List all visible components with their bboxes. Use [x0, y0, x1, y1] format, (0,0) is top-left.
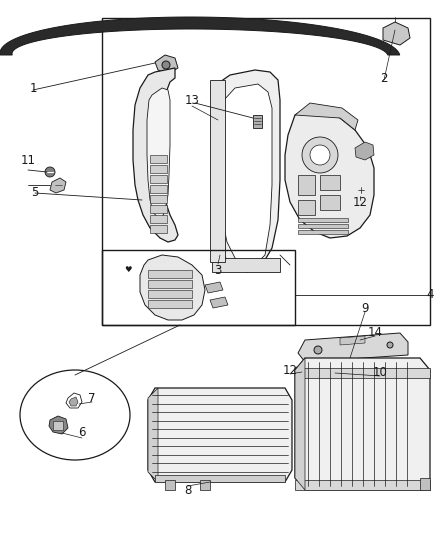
Polygon shape — [219, 84, 272, 266]
Polygon shape — [294, 358, 304, 490]
Polygon shape — [319, 175, 339, 190]
Polygon shape — [212, 258, 279, 272]
Polygon shape — [150, 215, 166, 223]
Text: 7: 7 — [88, 392, 95, 405]
Text: 1: 1 — [29, 82, 37, 94]
Circle shape — [301, 137, 337, 173]
Polygon shape — [0, 17, 399, 55]
Polygon shape — [333, 370, 345, 378]
Polygon shape — [148, 388, 158, 482]
Polygon shape — [338, 178, 351, 192]
Polygon shape — [205, 282, 223, 293]
Polygon shape — [297, 200, 314, 215]
Ellipse shape — [20, 370, 130, 460]
Polygon shape — [297, 230, 347, 234]
Polygon shape — [297, 333, 407, 362]
Polygon shape — [148, 280, 191, 288]
Polygon shape — [50, 178, 66, 193]
Polygon shape — [419, 478, 429, 490]
Polygon shape — [150, 155, 166, 163]
Polygon shape — [49, 416, 68, 434]
Text: 9: 9 — [360, 302, 368, 314]
Text: 11: 11 — [21, 154, 35, 166]
Polygon shape — [133, 68, 177, 242]
Text: 2: 2 — [379, 71, 387, 85]
Circle shape — [386, 342, 392, 348]
Polygon shape — [165, 480, 175, 490]
Polygon shape — [150, 225, 166, 233]
Polygon shape — [294, 358, 429, 490]
Text: 4: 4 — [425, 288, 433, 302]
Polygon shape — [148, 300, 191, 308]
Polygon shape — [200, 480, 209, 490]
Polygon shape — [297, 175, 314, 195]
Polygon shape — [212, 70, 279, 272]
Polygon shape — [284, 108, 373, 238]
Polygon shape — [294, 480, 429, 490]
Circle shape — [313, 346, 321, 354]
Polygon shape — [297, 224, 347, 228]
Circle shape — [45, 167, 55, 177]
Polygon shape — [319, 195, 339, 210]
Polygon shape — [294, 368, 429, 378]
Circle shape — [162, 61, 170, 69]
Polygon shape — [147, 88, 170, 218]
Polygon shape — [294, 364, 307, 378]
Text: 13: 13 — [184, 93, 199, 107]
Polygon shape — [155, 475, 284, 482]
Polygon shape — [150, 185, 166, 193]
Text: 10: 10 — [372, 366, 387, 378]
Polygon shape — [150, 175, 166, 183]
Polygon shape — [297, 218, 347, 222]
Polygon shape — [294, 103, 357, 130]
Polygon shape — [140, 255, 205, 320]
Polygon shape — [354, 142, 373, 160]
Polygon shape — [382, 22, 409, 45]
Polygon shape — [148, 290, 191, 298]
Polygon shape — [148, 270, 191, 278]
Text: ♥: ♥ — [124, 265, 131, 274]
Circle shape — [309, 145, 329, 165]
Polygon shape — [355, 190, 366, 202]
Text: 3: 3 — [214, 263, 221, 277]
Text: 12: 12 — [282, 364, 297, 376]
Polygon shape — [329, 363, 349, 381]
Polygon shape — [150, 195, 166, 203]
Polygon shape — [155, 55, 177, 74]
Polygon shape — [209, 80, 225, 262]
Polygon shape — [148, 388, 291, 482]
Polygon shape — [53, 421, 63, 430]
Polygon shape — [150, 165, 166, 173]
Text: 14: 14 — [367, 326, 381, 338]
Polygon shape — [150, 205, 166, 213]
Text: 5: 5 — [31, 187, 39, 199]
Text: 6: 6 — [78, 425, 85, 439]
Polygon shape — [252, 115, 261, 128]
Text: 12: 12 — [352, 196, 367, 208]
Polygon shape — [339, 336, 364, 345]
Polygon shape — [209, 297, 227, 308]
Text: 8: 8 — [184, 483, 191, 497]
Polygon shape — [69, 397, 78, 406]
